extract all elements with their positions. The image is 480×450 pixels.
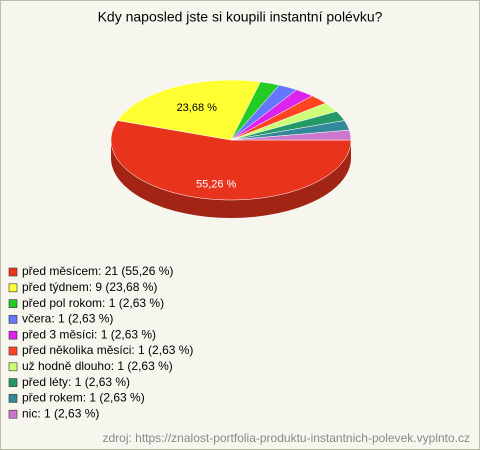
legend-swatch	[8, 315, 18, 324]
legend-label: před týdnem: 9 (23,68 %)	[22, 280, 157, 294]
slice	[230, 129, 352, 141]
slice	[117, 79, 261, 141]
legend-label: už hodně dlouho: 1 (2,63 %)	[22, 359, 173, 373]
legend-label: včera: 1 (2,63 %)	[22, 312, 113, 326]
legend: před měsícem: 21 (55,26 %) před týdnem: 9…	[8, 264, 193, 420]
legend-swatch	[8, 283, 18, 293]
legend-label: před několika měsíci: 1 (2,63 %)	[22, 343, 193, 357]
legend-label: před pol rokom: 1 (2,63 %)	[22, 296, 164, 310]
legend-swatch	[8, 346, 18, 356]
legend-swatch	[8, 299, 18, 308]
legend-swatch	[8, 394, 18, 403]
legend-label: před léty: 1 (2,63 %)	[22, 375, 130, 389]
slice-side	[111, 140, 351, 218]
source: zdroj: https://znalost-portfolia-produkt…	[102, 431, 470, 445]
legend-swatch	[8, 330, 18, 340]
legend-label: před měsícem: 21 (55,26 %)	[22, 264, 173, 278]
slice-label: 55,26 %	[196, 178, 237, 190]
slice-label: 23,68 %	[177, 102, 218, 114]
legend-swatch	[8, 378, 18, 387]
legend-label: před rokem: 1 (2,63 %)	[22, 391, 145, 405]
legend-swatch	[8, 362, 18, 372]
slice	[110, 120, 352, 201]
legend-label: před 3 měsíci: 1 (2,63 %)	[22, 327, 156, 341]
legend-label: nic: 1 (2,63 %)	[22, 406, 99, 420]
pie: 55,26 % 23,68 %	[110, 79, 352, 218]
legend-swatch	[8, 409, 18, 419]
chart-title: Kdy naposled jste si koupili instantní p…	[98, 9, 383, 25]
legend-swatch	[8, 267, 18, 277]
